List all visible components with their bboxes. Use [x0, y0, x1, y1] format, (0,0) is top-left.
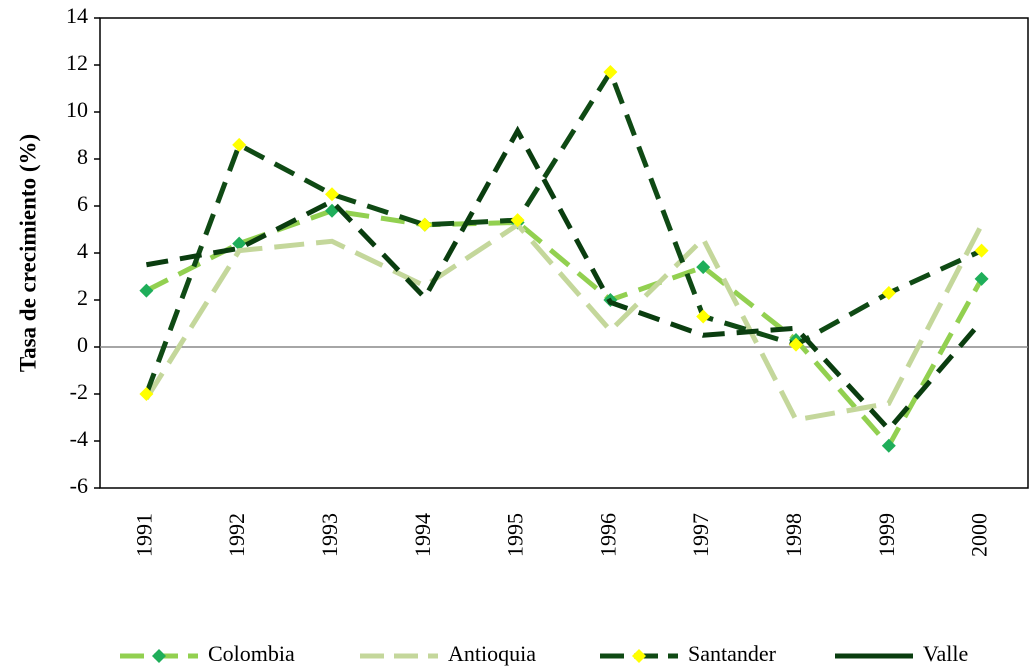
x-tick-label: 1995: [503, 513, 528, 557]
marker: [152, 649, 166, 663]
marker: [510, 213, 525, 228]
marker: [974, 271, 989, 286]
legend-label: Valle: [923, 641, 968, 666]
y-tick-label: 2: [77, 285, 88, 310]
y-tick-label: -4: [70, 426, 88, 451]
y-tick-label: 6: [77, 191, 88, 216]
marker: [139, 283, 154, 298]
marker: [417, 217, 432, 232]
y-tick-label: 14: [66, 3, 88, 28]
marker: [696, 309, 711, 324]
marker: [325, 187, 339, 202]
y-tick-label: 0: [77, 332, 88, 357]
marker: [232, 137, 247, 152]
y-tick-label: -6: [70, 473, 88, 498]
marker: [603, 65, 618, 80]
x-tick-label: 1994: [410, 513, 435, 557]
y-tick-label: 4: [77, 238, 88, 263]
legend-label: Antioquia: [448, 641, 536, 666]
series-line: [144, 221, 984, 423]
x-tick-label: 1996: [595, 513, 620, 557]
x-tick-label: 1998: [781, 513, 806, 557]
y-axis-label: Tasa de crecimiento (%): [15, 134, 40, 372]
marker: [974, 243, 989, 258]
marker: [139, 387, 154, 401]
x-tick-label: 1993: [317, 513, 342, 557]
legend-label: Colombia: [208, 641, 295, 666]
y-tick-label: 10: [66, 97, 88, 122]
x-tick-label: 1999: [874, 513, 899, 557]
marker: [632, 649, 646, 663]
y-tick-label: -2: [70, 379, 88, 404]
marker: [232, 236, 247, 251]
marker: [881, 438, 896, 453]
y-tick-label: 12: [66, 50, 88, 75]
y-tick-label: 8: [77, 144, 88, 169]
x-tick-label: 1992: [224, 513, 249, 557]
x-tick-label: 2000: [967, 513, 992, 557]
x-tick-label: 1997: [688, 513, 713, 557]
x-tick-label: 1991: [131, 513, 156, 557]
series-line: [144, 66, 983, 395]
series-line: [145, 125, 984, 434]
marker: [881, 285, 896, 300]
marker: [696, 260, 711, 275]
marker: [789, 337, 803, 352]
legend-label: Santander: [688, 641, 777, 666]
